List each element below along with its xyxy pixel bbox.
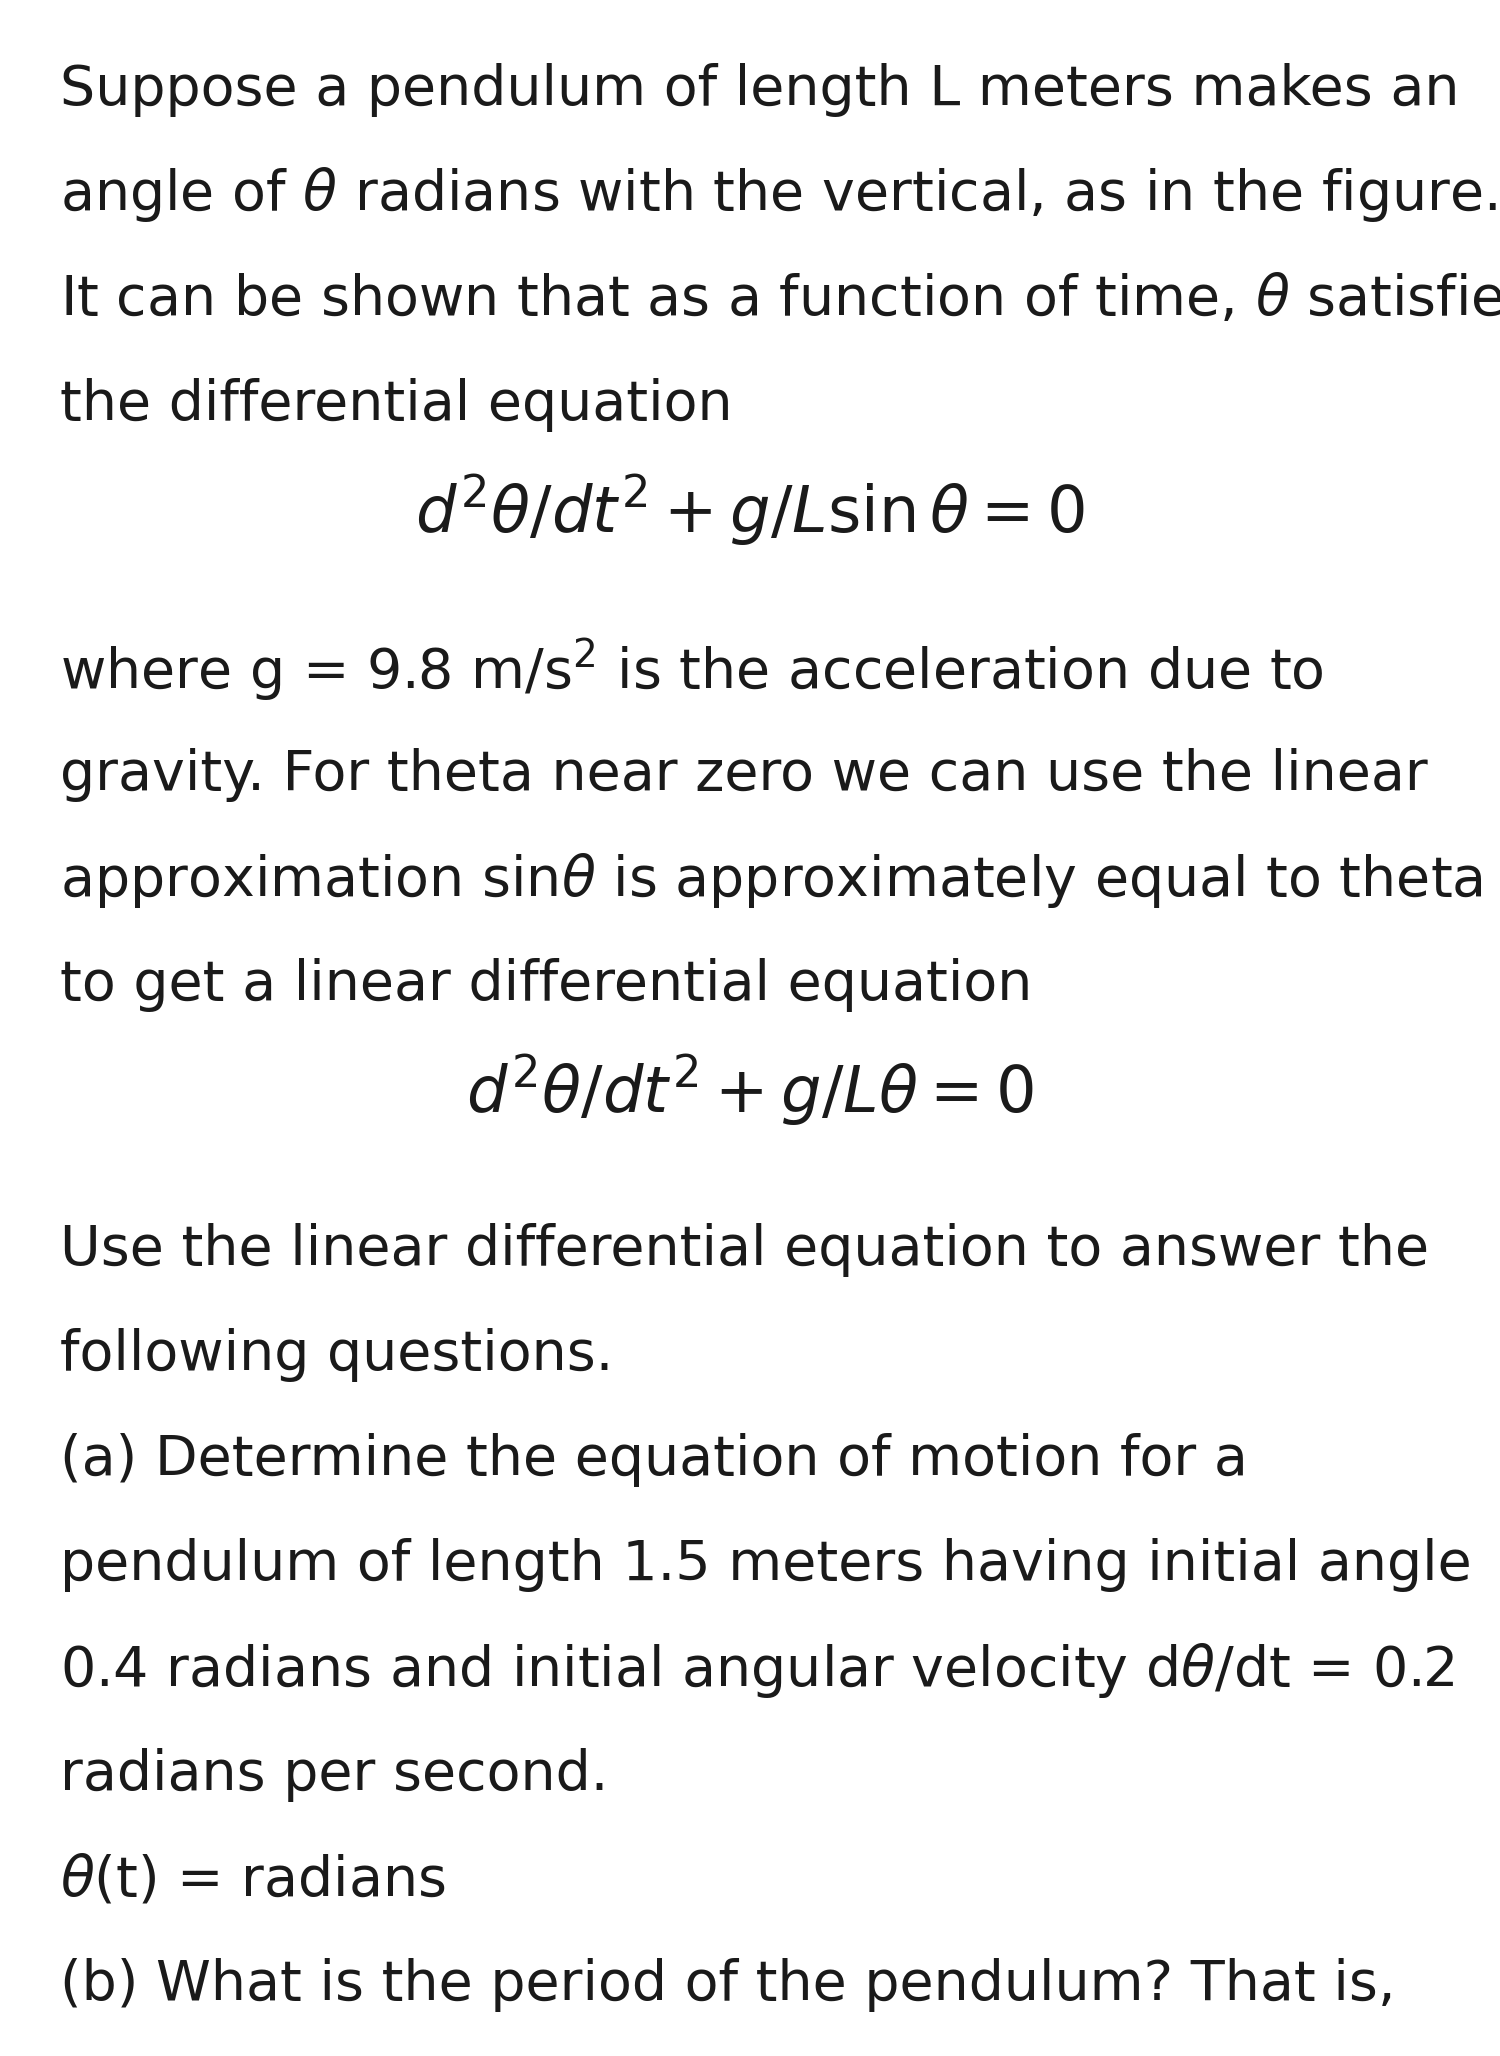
Text: 0.4 radians and initial angular velocity d$\theta$/dt = 0.2: 0.4 radians and initial angular velocity… <box>60 1641 1454 1700</box>
Text: where g = 9.8 m/s$^2$ is the acceleration due to: where g = 9.8 m/s$^2$ is the acceleratio… <box>60 637 1324 703</box>
Text: the differential equation: the differential equation <box>60 378 732 432</box>
Text: (b) What is the period of the pendulum? That is,: (b) What is the period of the pendulum? … <box>60 1957 1395 2013</box>
Text: radians per second.: radians per second. <box>60 1748 609 1801</box>
Text: $d^2\theta/dt^2 + g/L\sin\theta = 0$: $d^2\theta/dt^2 + g/L\sin\theta = 0$ <box>416 473 1084 547</box>
Text: following questions.: following questions. <box>60 1328 614 1382</box>
Text: It can be shown that as a function of time, $\theta$ satisfies: It can be shown that as a function of ti… <box>60 273 1500 327</box>
Text: approximation sin$\theta$ is approximately equal to theta: approximation sin$\theta$ is approximate… <box>60 851 1484 909</box>
Text: gravity. For theta near zero we can use the linear: gravity. For theta near zero we can use … <box>60 748 1428 802</box>
Text: angle of $\theta$ radians with the vertical, as in the figure.: angle of $\theta$ radians with the verti… <box>60 164 1497 224</box>
Text: to get a linear differential equation: to get a linear differential equation <box>60 958 1032 1012</box>
Text: $d^2\theta/dt^2 + g/L\theta = 0$: $d^2\theta/dt^2 + g/L\theta = 0$ <box>466 1053 1034 1127</box>
Text: (a) Determine the equation of motion for a: (a) Determine the equation of motion for… <box>60 1433 1248 1486</box>
Text: pendulum of length 1.5 meters having initial angle: pendulum of length 1.5 meters having ini… <box>60 1538 1472 1591</box>
Text: $\theta$(t) = radians: $\theta$(t) = radians <box>60 1852 446 1908</box>
Text: Suppose a pendulum of length L meters makes an: Suppose a pendulum of length L meters ma… <box>60 64 1460 117</box>
Text: Use the linear differential equation to answer the: Use the linear differential equation to … <box>60 1223 1429 1277</box>
